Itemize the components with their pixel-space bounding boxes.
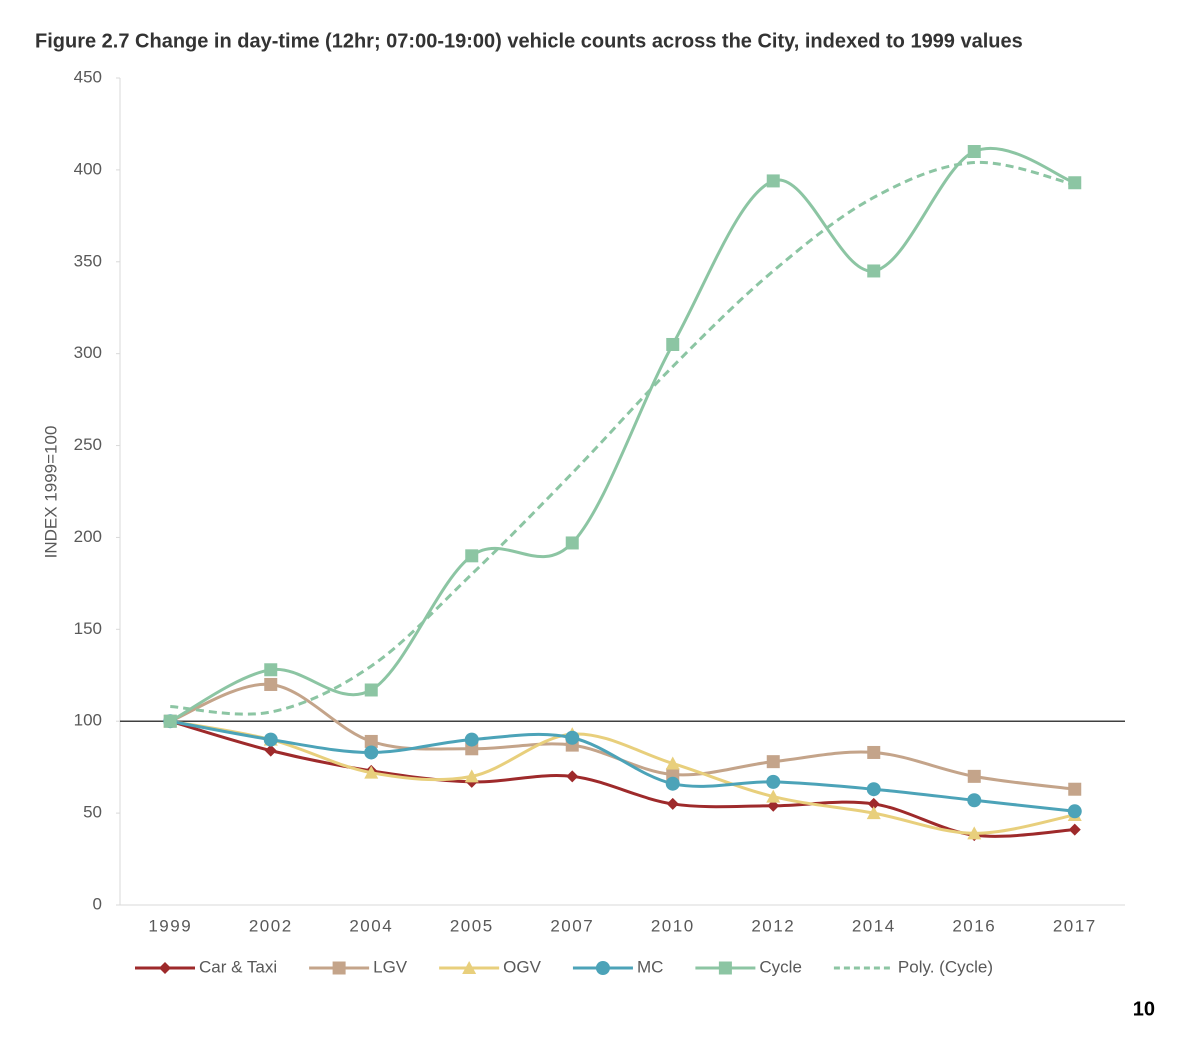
y-tick-label: 150	[74, 619, 102, 638]
y-tick-label: 50	[83, 803, 102, 822]
data-point	[566, 770, 579, 783]
data-point	[766, 789, 781, 803]
data-point	[866, 806, 881, 820]
data-point	[364, 683, 378, 697]
x-tick-label: 1999	[148, 916, 192, 935]
data-point	[766, 755, 780, 769]
data-point	[264, 677, 278, 691]
data-point	[967, 769, 981, 783]
data-point	[766, 774, 781, 789]
y-axis-label: INDEX 1999=100	[41, 426, 60, 559]
x-tick-label: 2005	[450, 916, 494, 935]
data-point	[867, 797, 880, 810]
legend-label: Poly. (Cycle)	[898, 957, 993, 976]
data-point	[666, 797, 679, 810]
legend-label: MC	[637, 957, 663, 976]
y-tick-label: 300	[74, 343, 102, 362]
series-line	[169, 719, 1075, 838]
series-line	[170, 160, 1076, 716]
data-point	[967, 793, 982, 808]
data-point	[364, 765, 379, 779]
data-point	[665, 756, 680, 770]
data-point	[867, 745, 881, 759]
data-point	[464, 769, 479, 783]
legend-label: OGV	[503, 957, 541, 976]
data-point	[465, 549, 479, 563]
legend-label: LGV	[373, 957, 408, 976]
y-tick-label: 0	[93, 894, 102, 913]
data-point	[967, 145, 981, 159]
series-line	[169, 682, 1075, 791]
data-point	[264, 663, 278, 677]
data-point	[967, 826, 982, 840]
legend-marker	[332, 961, 346, 975]
legend-marker	[718, 961, 732, 975]
y-tick-label: 350	[74, 251, 102, 270]
data-point	[163, 714, 177, 728]
data-point	[866, 782, 881, 797]
x-tick-label: 2004	[349, 916, 393, 935]
x-tick-label: 2016	[952, 916, 996, 935]
data-point	[464, 732, 479, 747]
data-point	[665, 776, 680, 791]
data-point	[364, 734, 378, 748]
data-point	[1067, 804, 1082, 819]
data-point	[364, 745, 379, 760]
data-point	[766, 174, 780, 188]
x-tick-label: 2007	[550, 916, 594, 935]
chart-title: Figure 2.7 Change in day-time (12hr; 07:…	[35, 30, 1023, 52]
data-point	[1068, 176, 1082, 190]
x-tick-label: 2002	[249, 916, 293, 935]
y-tick-label: 450	[74, 67, 102, 86]
y-tick-label: 400	[74, 159, 102, 178]
data-point	[867, 264, 881, 278]
x-tick-label: 2014	[852, 916, 896, 935]
legend-marker	[595, 961, 610, 975]
series-line	[169, 719, 1076, 835]
data-point	[767, 799, 780, 812]
x-tick-label: 2017	[1053, 916, 1097, 935]
series-line	[169, 719, 1075, 813]
data-point	[565, 536, 579, 550]
legend-marker	[462, 961, 477, 974]
data-point	[666, 337, 680, 351]
page-number: 10	[1133, 998, 1155, 1020]
data-point	[1068, 823, 1081, 836]
y-tick-label: 100	[74, 711, 102, 730]
legend-label: Car & Taxi	[199, 957, 277, 976]
data-point	[565, 730, 580, 745]
y-tick-label: 200	[74, 527, 102, 546]
legend-label: Cycle	[759, 957, 802, 976]
data-point	[263, 732, 278, 747]
series-line	[169, 146, 1076, 723]
data-point	[264, 744, 277, 757]
legend-marker	[159, 962, 171, 974]
data-point	[1068, 782, 1082, 796]
x-tick-label: 2010	[651, 916, 695, 935]
y-tick-label: 250	[74, 435, 102, 454]
x-tick-label: 2012	[751, 916, 795, 935]
